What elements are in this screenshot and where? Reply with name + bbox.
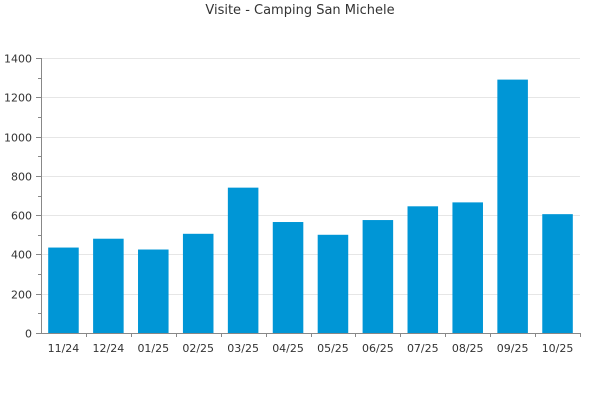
x-tick-label: 06/25 <box>362 342 394 355</box>
bar-07-25 <box>407 206 439 333</box>
bar-11-24 <box>48 247 79 333</box>
x-tick-label: 12/24 <box>93 342 125 355</box>
x-tick-label: 03/25 <box>227 342 259 355</box>
x-tick-label: 11/24 <box>48 342 80 355</box>
y-tick-label: 1400 <box>4 53 32 66</box>
x-tick-label: 09/25 <box>497 342 529 355</box>
y-tick-labels: 0 200 400 600 800 1000 1200 1400 <box>4 53 32 341</box>
y-tick-label: 800 <box>11 171 32 184</box>
bars <box>48 79 573 333</box>
x-tick-label: 07/25 <box>407 342 439 355</box>
bar-03-25 <box>227 187 259 333</box>
bar-05-25 <box>317 234 349 333</box>
y-tick-label: 400 <box>11 249 32 262</box>
y-tick-label: 200 <box>11 289 32 302</box>
bar-04-25 <box>272 222 304 333</box>
axes <box>36 58 581 337</box>
x-tick-label: 10/25 <box>542 342 574 355</box>
grid-lines <box>41 58 580 295</box>
bar-02-25 <box>182 233 214 333</box>
bar-08-25 <box>452 202 483 333</box>
y-tick-label: 0 <box>25 328 32 341</box>
y-tick-label: 1000 <box>4 132 32 145</box>
bar-06-25 <box>362 220 394 333</box>
x-tick-label: 05/25 <box>317 342 349 355</box>
x-tick-label: 08/25 <box>452 342 484 355</box>
y-tick-label: 600 <box>11 210 32 223</box>
chart-title: Visite - Camping San Michele <box>205 3 395 18</box>
bar-09-25 <box>497 79 528 333</box>
bar-10-25 <box>542 214 573 333</box>
bar-12-24 <box>93 238 124 333</box>
x-tick-label: 04/25 <box>272 342 304 355</box>
y-tick-label: 1200 <box>4 92 32 105</box>
x-tick-labels: 11/24 12/24 01/25 02/25 03/25 04/25 05/25 06/25… <box>48 342 574 355</box>
x-tick-label: 01/25 <box>137 342 169 355</box>
bar-01-25 <box>138 249 169 333</box>
x-tick-label: 02/25 <box>182 342 214 355</box>
